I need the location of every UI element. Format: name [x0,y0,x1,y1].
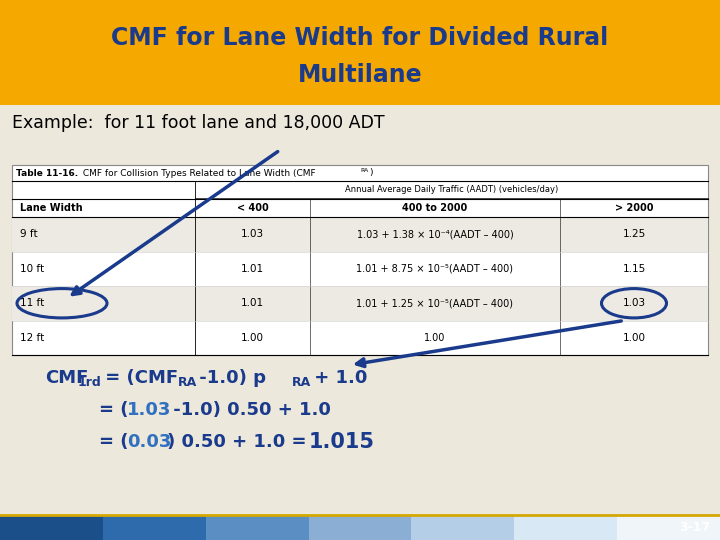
Text: CMF for Collision Types Related to Lane Width (CMF: CMF for Collision Types Related to Lane … [80,168,315,178]
Text: 400 to 2000: 400 to 2000 [402,203,467,213]
Text: 1.03: 1.03 [241,230,264,239]
Text: 1.03: 1.03 [622,298,646,308]
Text: Table 11-16.: Table 11-16. [16,168,78,178]
Text: 1.25: 1.25 [622,230,646,239]
Bar [12,217,708,252]
Text: CMF for Lane Width for Divided Rural: CMF for Lane Width for Divided Rural [112,26,608,50]
Bar [0,515,103,540]
Text: < 400: < 400 [237,203,269,213]
Bar [12,286,708,321]
Text: -1.0) p: -1.0) p [193,369,266,387]
Text: 1.015: 1.015 [309,432,375,452]
Text: 1.03: 1.03 [127,401,171,419]
Bar [0,105,720,540]
Text: = (: = ( [99,401,128,419]
Text: 1.00: 1.00 [241,333,264,343]
Bar [103,515,206,540]
Text: -1.0) 0.50 + 1.0: -1.0) 0.50 + 1.0 [167,401,331,419]
Text: 1rd: 1rd [78,375,102,388]
Text: 9 ft: 9 ft [20,230,37,239]
Text: 12 ft: 12 ft [20,333,44,343]
Text: ): ) [369,168,372,178]
Bar [12,165,708,355]
Text: 1.00: 1.00 [424,333,446,343]
Text: 11 ft: 11 ft [20,298,44,308]
Text: 1.03 + 1.38 × 10⁻⁴(AADT – 400): 1.03 + 1.38 × 10⁻⁴(AADT – 400) [356,230,513,239]
Bar [206,515,309,540]
Text: 1.01 + 1.25 × 10⁻⁵(AADT – 400): 1.01 + 1.25 × 10⁻⁵(AADT – 400) [356,298,513,308]
Text: Multilane: Multilane [297,63,423,87]
Text: 3-17: 3-17 [679,521,710,534]
Text: Lane Width: Lane Width [20,203,83,213]
Text: > 2000: > 2000 [615,203,653,213]
Text: 1.01: 1.01 [241,298,264,308]
Text: CMF: CMF [45,369,89,387]
Text: 0.03: 0.03 [127,433,171,451]
Bar [0,0,720,105]
Text: + 1.0: + 1.0 [308,369,367,387]
Text: 1.01: 1.01 [241,264,264,274]
Text: 1.00: 1.00 [623,333,646,343]
Text: Example:  for 11 foot lane and 18,000 ADT: Example: for 11 foot lane and 18,000 ADT [12,114,384,132]
Text: RA: RA [360,167,368,172]
Text: 1.15: 1.15 [622,264,646,274]
Text: = (CMF: = (CMF [99,369,178,387]
Text: RA: RA [292,375,311,388]
Text: 1.01 + 8.75 × 10⁻⁵(AADT – 400): 1.01 + 8.75 × 10⁻⁵(AADT – 400) [356,264,513,274]
Text: = (: = ( [99,433,128,451]
Text: RA: RA [178,375,197,388]
Bar [309,515,411,540]
Text: Annual Average Daily Traffic (AADT) (vehicles/day): Annual Average Daily Traffic (AADT) (veh… [345,186,558,194]
Text: 10 ft: 10 ft [20,264,44,274]
Bar [514,515,617,540]
Text: ) 0.50 + 1.0 =: ) 0.50 + 1.0 = [167,433,312,451]
Bar [411,515,514,540]
Bar [617,515,720,540]
